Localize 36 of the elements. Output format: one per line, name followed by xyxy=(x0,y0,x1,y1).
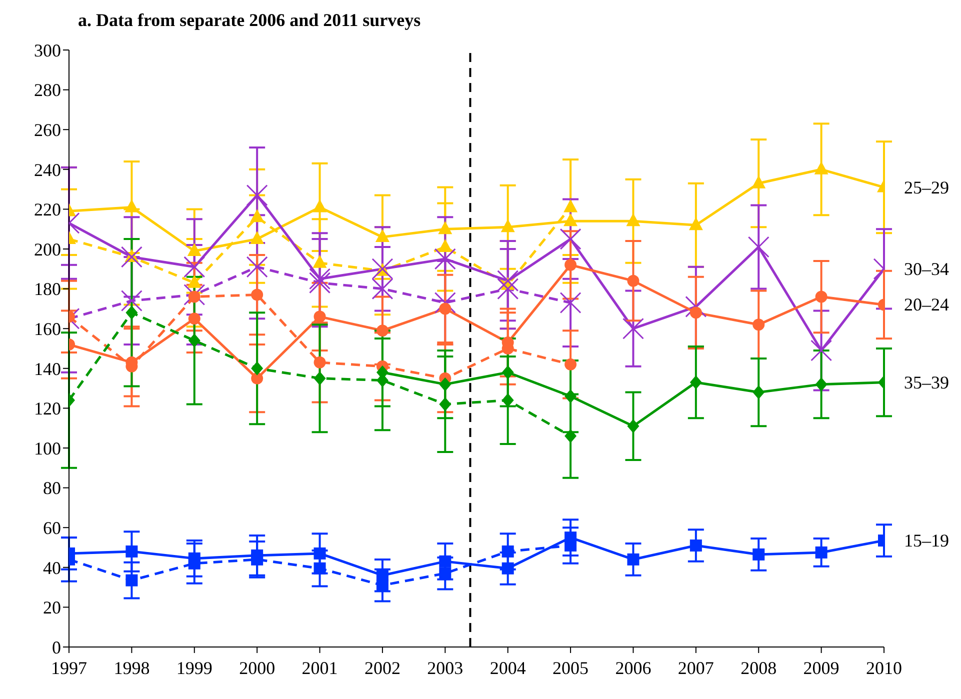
x-tick-label: 2005 xyxy=(552,658,589,678)
series-label: 35–39 xyxy=(904,372,949,392)
x-tick-label: 2001 xyxy=(302,658,338,678)
x-tick-label: 1999 xyxy=(176,658,212,678)
x-tick-label: 2000 xyxy=(239,658,276,678)
x-tick-label: 1997 xyxy=(51,658,87,678)
y-tick-label: 180 xyxy=(34,279,61,300)
series-label: 15–19 xyxy=(904,530,949,551)
series-label: 30–34 xyxy=(904,258,949,279)
y-tick-label: 60 xyxy=(43,518,61,538)
x-tick-label: 1998 xyxy=(114,658,150,678)
y-tick-label: 280 xyxy=(34,80,61,100)
y-tick-label: 300 xyxy=(34,40,61,60)
y-tick-label: 0 xyxy=(52,637,61,658)
y-tick-label: 220 xyxy=(34,200,61,220)
series-label: 20–24 xyxy=(904,294,949,315)
y-tick-label: 120 xyxy=(34,398,61,419)
y-tick-label: 200 xyxy=(34,239,61,260)
x-tick-label: 2009 xyxy=(803,658,840,678)
y-tick-label: 40 xyxy=(43,558,61,578)
x-tick-label: 2007 xyxy=(678,658,714,678)
chart-title: a. Data from separate 2006 and 2011 surveys xyxy=(78,10,421,31)
y-tick-label: 20 xyxy=(43,598,61,618)
y-tick-label: 140 xyxy=(34,358,61,379)
y-tick-label: 160 xyxy=(34,318,61,339)
y-tick-label: 80 xyxy=(43,478,61,498)
y-tick-label: 240 xyxy=(34,160,61,180)
x-tick-label: 2002 xyxy=(364,658,400,678)
x-tick-label: 2004 xyxy=(490,658,526,678)
x-tick-label: 2003 xyxy=(427,658,464,678)
y-tick-label: 100 xyxy=(34,438,61,458)
x-tick-label: 2010 xyxy=(866,658,902,678)
y-tick-label: 260 xyxy=(34,120,61,140)
x-tick-label: 2006 xyxy=(615,658,652,678)
x-tick-label: 2008 xyxy=(740,658,777,678)
series-label: 25–29 xyxy=(904,177,949,198)
